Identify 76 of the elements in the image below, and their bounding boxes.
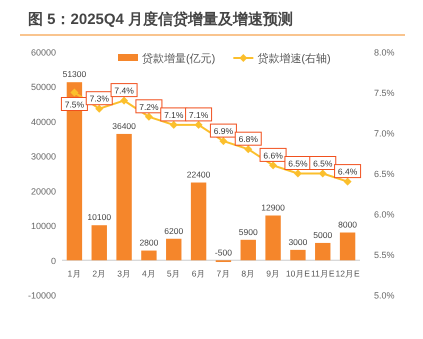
y-tick-label: 30000	[30, 152, 56, 162]
point	[219, 137, 228, 146]
y2-tick-label: 6.5%	[374, 169, 395, 179]
data-label: 6200	[164, 226, 184, 236]
y2-tick-label: 5.5%	[374, 250, 395, 260]
data-label: 7.1%	[164, 110, 184, 120]
x-tick-label: 8月	[241, 268, 256, 278]
x-tick-label: 12月E	[336, 268, 360, 278]
y2-tick-label: 7.0%	[374, 128, 395, 138]
data-label: 6.9%	[214, 126, 234, 136]
y-tick-label: 10000	[30, 221, 56, 232]
data-label: 6.6%	[263, 150, 284, 160]
point	[144, 112, 153, 121]
data-label: -500	[214, 247, 232, 258]
bar	[290, 250, 306, 260]
x-tick-label: 7月	[216, 268, 230, 278]
data-label: 6.8%	[238, 134, 258, 144]
y-tick-label: 40000	[30, 116, 56, 127]
y2-tick-label: 7.5%	[374, 88, 395, 98]
point	[70, 88, 78, 96]
data-label: 7.5%	[64, 100, 85, 110]
data-label: 3000	[288, 236, 308, 247]
x-tick-label: 1月	[68, 268, 82, 278]
data-label: 36400	[112, 120, 136, 131]
data-label: 51300	[62, 69, 87, 80]
x-tick-label: 9月	[266, 268, 280, 278]
x-tick-label: 10月E	[286, 268, 310, 278]
data-label: 22400	[186, 170, 211, 180]
y2-tick-label: 8.0%	[374, 48, 395, 58]
bar	[340, 232, 356, 260]
y-tick-label: 50000	[30, 82, 56, 92]
data-label: 6.5%	[313, 158, 333, 168]
data-label: 7.3%	[90, 94, 110, 104]
legend-label: 贷款增量(亿元)	[142, 52, 216, 65]
point	[170, 120, 178, 129]
bar	[240, 240, 256, 260]
point	[318, 170, 327, 178]
y-tick-label: 20000	[30, 186, 56, 196]
data-label: 7.1%	[188, 110, 209, 120]
x-tick-label: 6月	[192, 268, 206, 278]
x-tick-label: 3月	[117, 268, 131, 278]
point	[244, 145, 252, 154]
data-label: 12900	[261, 202, 286, 213]
point	[269, 161, 278, 170]
bar	[315, 242, 330, 260]
bar	[166, 238, 182, 260]
data-label: 2800	[139, 238, 159, 248]
data-label: 5900	[238, 226, 258, 237]
point	[194, 120, 203, 129]
bar	[92, 225, 107, 260]
y-tick-label: 60000	[30, 48, 56, 58]
legend-label: 贷款增速(右轴)	[257, 52, 331, 65]
bar	[141, 250, 157, 260]
x-tick-label: 5月	[166, 268, 181, 278]
data-label: 7.2%	[139, 102, 160, 112]
data-label: 10100	[87, 212, 112, 222]
data-label: 7.4%	[114, 86, 134, 96]
bar	[116, 134, 132, 260]
x-tick-label: 2月	[92, 268, 106, 278]
x-tick-label: 4月	[142, 268, 156, 278]
bar	[190, 182, 206, 260]
chart-title: 图 5：2025Q4 月度信贷增量及增速预测	[28, 10, 294, 28]
point	[344, 178, 352, 186]
data-label: 8000	[338, 220, 358, 230]
data-label: 5000	[313, 230, 332, 240]
y-tick-label: -10000	[28, 290, 56, 300]
point	[95, 104, 104, 113]
bar	[265, 216, 281, 260]
point	[120, 96, 128, 105]
y2-tick-label: 5.0%	[374, 290, 395, 300]
y-tick-label: 0	[50, 256, 56, 266]
point	[294, 170, 302, 178]
data-label: 6.4%	[338, 166, 358, 177]
data-label: 6.5%	[288, 158, 308, 168]
x-tick-label: 11月E	[311, 268, 335, 278]
y2-tick-label: 6.0%	[374, 210, 395, 220]
